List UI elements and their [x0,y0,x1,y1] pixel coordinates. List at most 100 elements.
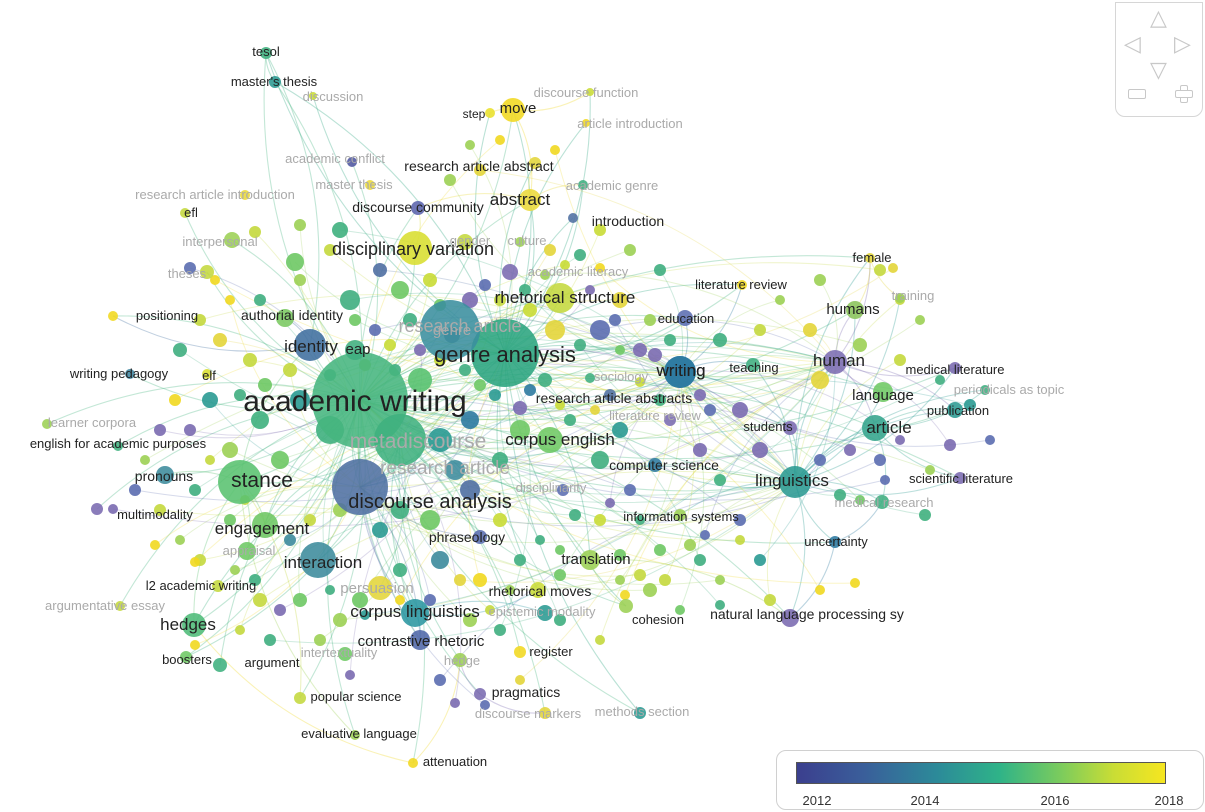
network-node[interactable] [202,392,218,408]
network-node[interactable] [574,339,586,351]
network-node[interactable] [888,263,898,273]
network-node[interactable] [222,442,238,458]
network-node[interactable] [108,504,118,514]
network-node[interactable] [463,613,477,627]
network-node[interactable] [294,692,306,704]
network-node[interactable] [515,675,525,685]
network-node[interactable] [252,512,278,538]
network-node[interactable] [624,484,636,496]
network-node[interactable] [182,613,206,637]
plus-icon[interactable] [1175,85,1193,103]
network-node[interactable] [345,340,365,360]
network-node[interactable] [715,575,725,585]
network-node[interactable] [431,551,449,569]
network-node[interactable] [333,613,347,627]
network-node[interactable] [844,444,856,456]
network-node[interactable] [775,295,785,305]
network-node[interactable] [251,411,269,429]
network-node[interactable] [664,414,676,426]
network-node[interactable] [612,422,628,438]
triangle-right-icon[interactable]: ▷ [1174,32,1191,57]
network-node[interactable] [513,401,527,415]
network-node[interactable] [523,303,537,317]
network-node[interactable] [414,344,426,356]
network-node[interactable] [944,439,956,451]
network-node[interactable] [457,234,473,250]
network-node[interactable] [505,585,515,595]
network-node[interactable] [479,279,491,291]
network-node[interactable] [677,310,693,326]
minus-icon[interactable] [1128,89,1146,99]
network-node[interactable] [619,599,633,613]
network-node[interactable] [502,264,518,280]
network-node[interactable] [612,292,628,308]
network-node[interactable] [474,688,486,700]
network-node[interactable] [514,554,526,566]
network-node[interactable] [384,339,396,351]
network-node[interactable] [294,274,306,286]
network-node[interactable] [474,379,486,391]
network-node[interactable] [391,501,409,519]
network-node[interactable] [648,458,662,472]
network-node[interactable] [684,539,696,551]
network-node[interactable] [224,232,240,248]
network-node[interactable] [915,315,925,325]
network-node[interactable] [654,544,666,556]
network-node[interactable] [410,630,430,650]
network-node[interactable] [365,180,375,190]
network-node[interactable] [454,574,466,586]
network-node[interactable] [853,338,867,352]
network-node[interactable] [865,253,875,263]
network-node[interactable] [674,509,686,521]
network-node[interactable] [485,108,495,118]
network-node[interactable] [459,364,471,376]
network-node[interactable] [180,651,192,663]
network-node[interactable] [874,264,886,276]
network-node[interactable] [615,575,625,585]
network-node[interactable] [620,590,630,600]
network-node[interactable] [243,353,257,367]
network-node[interactable] [290,390,310,410]
network-node[interactable] [949,362,961,374]
network-node[interactable] [515,237,525,247]
network-node[interactable] [694,554,706,566]
network-node[interactable] [715,600,725,610]
network-node[interactable] [420,510,440,530]
network-node[interactable] [300,542,336,578]
network-node[interactable] [846,301,864,319]
network-node[interactable] [372,522,388,538]
network-node[interactable] [494,294,506,306]
network-node[interactable] [919,509,931,521]
network-node[interactable] [779,466,811,498]
network-node[interactable] [332,459,388,515]
network-node[interactable] [184,424,196,436]
network-node[interactable] [393,563,407,577]
network-node[interactable] [205,455,215,465]
network-node[interactable] [545,320,565,340]
network-node[interactable] [115,601,125,611]
network-node[interactable] [213,658,227,672]
network-node[interactable] [540,270,550,280]
network-node[interactable] [150,540,160,550]
network-node[interactable] [309,92,317,100]
network-node[interactable] [568,213,578,223]
network-node[interactable] [964,399,976,411]
network-node[interactable] [554,569,566,581]
network-node[interactable] [829,536,841,548]
network-node[interactable] [324,244,336,256]
network-node[interactable] [633,343,647,357]
network-node[interactable] [269,76,281,88]
network-node[interactable] [634,707,646,719]
network-node[interactable] [465,140,475,150]
network-node[interactable] [200,265,214,279]
network-node[interactable] [169,394,181,406]
network-node[interactable] [408,368,432,392]
network-node[interactable] [428,428,452,452]
network-node[interactable] [535,535,545,545]
network-node[interactable] [935,375,945,385]
network-node[interactable] [108,311,118,321]
network-node[interactable] [560,260,570,270]
network-node[interactable] [635,377,645,387]
network-node[interactable] [235,625,245,635]
network-node[interactable] [823,350,847,374]
